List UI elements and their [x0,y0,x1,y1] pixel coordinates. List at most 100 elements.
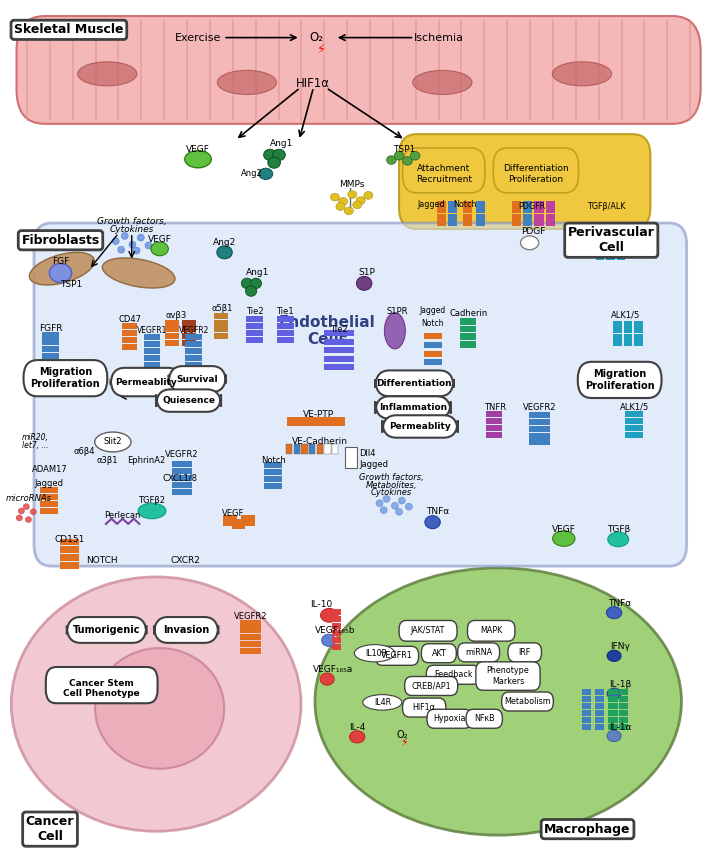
Bar [596,254,604,260]
Ellipse shape [413,70,472,94]
Bar [463,208,472,214]
Ellipse shape [29,253,94,285]
Bar [461,317,476,324]
Bar [172,468,192,474]
FancyBboxPatch shape [67,617,146,643]
Bar [619,717,628,723]
Ellipse shape [347,190,357,198]
Bar [448,201,457,207]
Bar [301,444,308,454]
Bar [486,425,503,431]
Text: TGFβ: TGFβ [607,524,630,534]
Text: Permeablity: Permeablity [116,377,177,387]
Text: Recruitment: Recruitment [415,176,471,184]
Bar [448,214,457,220]
Text: Notch: Notch [261,456,286,465]
Bar [165,333,179,339]
Ellipse shape [552,61,612,86]
Bar [240,648,261,654]
FancyBboxPatch shape [578,362,661,398]
FancyBboxPatch shape [399,134,650,229]
Bar [43,332,59,338]
Text: Tie2: Tie2 [246,307,263,317]
Bar [523,221,532,227]
Bar [619,689,628,695]
Text: Dll4: Dll4 [359,449,376,458]
Bar [60,539,79,546]
Ellipse shape [138,503,166,519]
Text: JAK/STAT: JAK/STAT [411,626,445,635]
Bar [40,508,57,514]
Bar [324,347,354,353]
Text: VEGFR1: VEGFR1 [137,326,167,336]
Bar [43,353,59,359]
Bar [608,689,618,695]
Ellipse shape [352,201,362,208]
Bar [286,444,292,454]
Bar [332,609,341,615]
Text: Proliferation: Proliferation [508,176,564,184]
Text: Invasion: Invasion [163,625,209,635]
Text: Permeablity: Permeablity [389,422,451,431]
Bar [535,221,544,227]
Ellipse shape [264,150,277,161]
Text: Cancer
Cell: Cancer Cell [26,815,74,843]
Text: Cytokines: Cytokines [109,226,154,234]
Ellipse shape [607,689,621,700]
Ellipse shape [320,673,334,685]
Ellipse shape [350,731,365,743]
Bar [324,356,354,362]
Text: VEGFR2: VEGFR2 [523,403,556,412]
FancyBboxPatch shape [508,643,542,662]
Bar [40,494,57,500]
Text: Phenotype
Markers: Phenotype Markers [486,666,530,686]
Ellipse shape [320,608,338,622]
Text: HIF1α: HIF1α [413,703,436,712]
Text: TGFβ: TGFβ [596,227,620,236]
Ellipse shape [241,279,252,289]
Ellipse shape [364,191,373,199]
Bar [476,214,485,220]
Bar [214,326,228,332]
Bar [182,326,196,332]
Text: α6β4: α6β4 [74,447,95,456]
Bar [596,234,604,240]
Ellipse shape [129,241,136,248]
Text: VE-PTP: VE-PTP [303,410,334,419]
Text: Ang1: Ang1 [246,268,269,278]
Text: CREB/AP1: CREB/AP1 [411,682,451,690]
Ellipse shape [50,264,72,283]
Text: Differentiation: Differentiation [503,164,569,173]
Bar [423,350,442,356]
Bar [264,462,282,468]
Bar [294,444,300,454]
Text: Growth factors,: Growth factors, [97,217,167,226]
Ellipse shape [133,247,140,254]
Ellipse shape [217,246,233,259]
FancyBboxPatch shape [111,368,182,396]
FancyBboxPatch shape [23,360,107,396]
Ellipse shape [403,157,413,165]
Bar [608,724,618,730]
Bar [624,327,632,333]
Bar [43,346,59,352]
Bar [287,417,345,426]
Bar [246,316,263,322]
FancyBboxPatch shape [154,617,218,643]
Ellipse shape [383,496,390,503]
Bar [582,696,591,702]
Bar [246,336,263,343]
Bar [546,214,554,220]
Ellipse shape [406,503,413,510]
Text: Ang1: Ang1 [270,139,294,148]
Ellipse shape [259,168,273,179]
Text: Survival: Survival [177,375,218,383]
Bar [535,214,544,220]
Text: S1P: S1P [359,268,375,278]
Bar [619,696,628,702]
Ellipse shape [552,531,575,547]
Bar [277,323,294,329]
Bar [476,208,485,214]
Bar [246,323,263,329]
Bar [619,710,628,716]
